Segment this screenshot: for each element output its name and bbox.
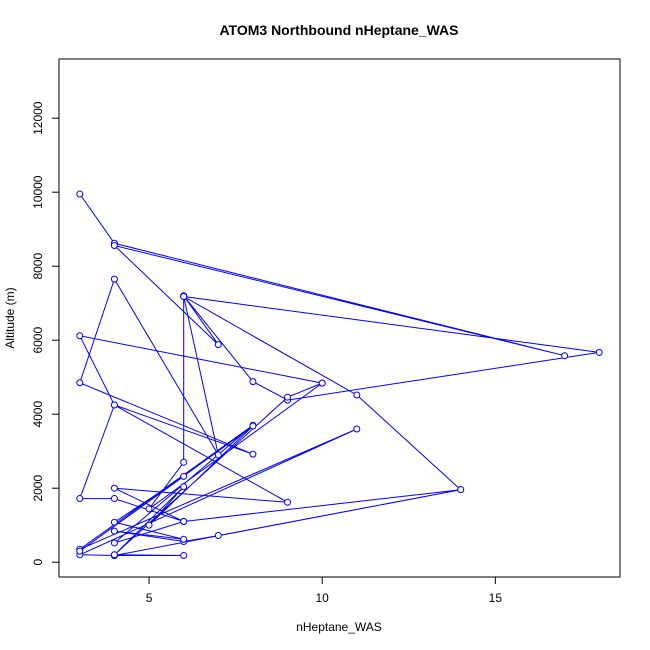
y-tick-label: 6000 — [31, 327, 45, 354]
y-axis-label: Altitude (m) — [3, 287, 17, 348]
data-point — [76, 379, 84, 387]
data-point — [180, 552, 188, 560]
data-point — [180, 293, 188, 301]
data-point — [110, 241, 118, 249]
data-point — [561, 352, 569, 360]
y-tick-label: 10000 — [31, 175, 45, 209]
data-point — [249, 378, 257, 386]
series-points — [76, 190, 603, 560]
data-point — [353, 425, 361, 433]
data-point — [249, 422, 257, 430]
y-axis: 0 2000 4000 6000 8000 10000 12000 — [31, 101, 60, 566]
data-point — [145, 505, 153, 513]
data-point — [76, 495, 84, 503]
data-point — [110, 518, 118, 526]
data-point — [76, 332, 84, 340]
data-point — [76, 547, 84, 555]
data-point — [110, 401, 118, 409]
y-tick-label: 8000 — [31, 253, 45, 280]
y-tick-label: 4000 — [31, 401, 45, 428]
x-tick-label: 5 — [146, 591, 153, 605]
y-tick-label: 12000 — [31, 101, 45, 135]
data-point — [180, 535, 188, 543]
data-point — [284, 393, 292, 401]
data-point — [180, 483, 188, 491]
data-point — [249, 450, 257, 458]
data-point — [110, 539, 118, 547]
data-point — [284, 498, 292, 506]
data-point — [353, 391, 361, 399]
chart-title: ATOM3 Northbound nHeptane_WAS — [219, 22, 458, 38]
plot-frame — [58, 58, 621, 578]
data-point — [145, 521, 153, 529]
data-point — [110, 275, 118, 283]
data-point — [180, 472, 188, 480]
data-point — [110, 527, 118, 535]
data-point — [180, 518, 188, 525]
data-point — [214, 451, 222, 459]
y-tick-label: 2000 — [31, 475, 45, 502]
data-point — [595, 348, 603, 356]
data-point — [180, 458, 188, 466]
y-tick-label: 0 — [31, 559, 45, 566]
data-point — [76, 190, 84, 198]
x-tick-label: 15 — [489, 591, 503, 605]
data-point — [318, 379, 326, 387]
x-axis-label: nHeptane_WAS — [296, 620, 382, 634]
series-path — [78, 193, 600, 557]
data-point — [110, 484, 118, 492]
data-point — [214, 532, 222, 540]
data-point — [110, 551, 118, 559]
series-line — [78, 193, 600, 557]
data-point — [110, 495, 118, 503]
data-point — [457, 486, 465, 494]
x-tick-label: 10 — [316, 591, 330, 605]
data-point — [214, 341, 222, 349]
x-axis: 5 10 15 — [146, 576, 503, 605]
